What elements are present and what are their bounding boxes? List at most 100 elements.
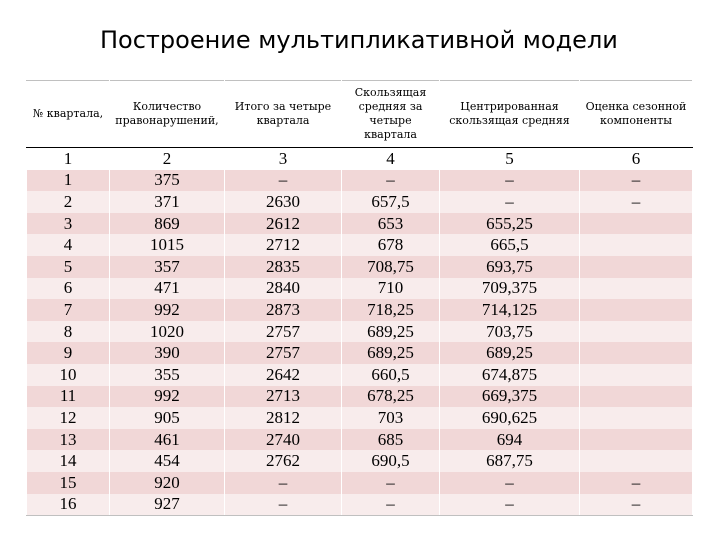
table-cell: 685 xyxy=(341,428,440,451)
table-cell: 4 xyxy=(26,234,110,256)
column-header: Центрированная скользящая средняя xyxy=(439,80,580,148)
table-cell: 10 xyxy=(26,363,110,386)
table-cell: 689,25 xyxy=(341,320,440,343)
table-cell: 2712 xyxy=(224,234,342,256)
table-cell xyxy=(579,385,693,408)
table-cell: – xyxy=(341,471,440,494)
table-cell: 869 xyxy=(109,212,225,235)
table-row: 7 992 2873 718,25 714,125 xyxy=(26,299,693,321)
table-row: 6 471 2840 710 709,375 xyxy=(26,277,693,300)
table-cell: 2713 xyxy=(224,385,342,408)
table-cell: 355 xyxy=(109,363,225,386)
table-body: 1 2 3 4 5 6 1 375– – – –2 371 2630 657,5– –3 869 2612 653… xyxy=(26,147,693,517)
table-cell: 920 xyxy=(109,471,225,494)
column-header: Оценка сезонной компоненты xyxy=(579,80,693,148)
table-cell: 2630 xyxy=(224,191,342,213)
table-cell: 2740 xyxy=(224,428,342,451)
table-cell: 2762 xyxy=(224,450,342,472)
table-cell: 2812 xyxy=(224,407,342,429)
table-cell xyxy=(579,255,693,278)
table-cell: 3 xyxy=(224,147,342,170)
table-row: 16 927– – – – xyxy=(26,493,693,517)
table-cell: 678 xyxy=(341,234,440,256)
table-cell xyxy=(579,212,693,235)
table-cell: 669,375 xyxy=(439,385,580,408)
table-cell: 678,25 xyxy=(341,385,440,408)
table-cell: 15 xyxy=(26,471,110,494)
table-cell: 2757 xyxy=(224,320,342,343)
table-cell: 13 xyxy=(26,428,110,451)
table-cell: 927 xyxy=(109,493,225,517)
table-cell xyxy=(579,428,693,451)
table-cell: 5 xyxy=(26,255,110,278)
table-cell: 992 xyxy=(109,299,225,321)
table-cell: 657,5 xyxy=(341,191,440,213)
table-cell xyxy=(579,320,693,343)
table-cell: 2 xyxy=(26,191,110,213)
table-cell: 690,5 xyxy=(341,450,440,472)
table-row: 11 992 2713 678,25 669,375 xyxy=(26,385,693,408)
table-cell: 714,125 xyxy=(439,299,580,321)
header-row: № квартала, Количество правонарушений, Ито… xyxy=(26,80,693,148)
table-row: 15 920– – – – xyxy=(26,471,693,494)
table-cell: 6 xyxy=(26,277,110,300)
table-row: 1 375– – – – xyxy=(26,169,693,192)
model-table: № квартала, Количество правонарушений, Ито… xyxy=(26,80,693,517)
table-cell: 12 xyxy=(26,407,110,429)
table-cell: 653 xyxy=(341,212,440,235)
table-cell: 2757 xyxy=(224,342,342,364)
table-cell: – xyxy=(439,471,580,494)
table-cell: 1 xyxy=(26,169,110,192)
column-header: Количество правонарушений, xyxy=(109,80,225,148)
table-cell: 1015 xyxy=(109,234,225,256)
table-cell: – xyxy=(579,471,693,494)
table-cell xyxy=(579,407,693,429)
column-header: Скользящая средняя за четыре квартала xyxy=(341,80,440,148)
table-cell: 461 xyxy=(109,428,225,451)
table-row: 13 461 2740 685 694 xyxy=(26,428,693,451)
table-cell: 992 xyxy=(109,385,225,408)
table-cell xyxy=(579,299,693,321)
table-cell xyxy=(579,342,693,364)
table-cell: 7 xyxy=(26,299,110,321)
table-cell: 3 xyxy=(26,212,110,235)
table-cell: 693,75 xyxy=(439,255,580,278)
table-cell: 2 xyxy=(109,147,225,170)
table-cell: 2835 xyxy=(224,255,342,278)
table-cell: 1 xyxy=(26,147,110,170)
table-cell: 665,5 xyxy=(439,234,580,256)
table-cell: 687,75 xyxy=(439,450,580,472)
table-cell: 1020 xyxy=(109,320,225,343)
table-cell xyxy=(579,363,693,386)
table-row: 4 1015 2712 678 665,5 xyxy=(26,234,693,256)
table-row: 5 357 2835 708,75 693,75 xyxy=(26,255,693,278)
table-cell: 6 xyxy=(579,147,693,170)
table-cell: 390 xyxy=(109,342,225,364)
table-row: 14 454 2762 690,5 687,75 xyxy=(26,450,693,472)
table-row: 2 371 2630 657,5– – xyxy=(26,191,693,213)
table-cell: 689,25 xyxy=(439,342,580,364)
table-cell: 674,875 xyxy=(439,363,580,386)
column-header: Итого за четыре квартала xyxy=(224,80,342,148)
table-cell xyxy=(579,450,693,472)
table-cell: 8 xyxy=(26,320,110,343)
table-cell: – xyxy=(579,191,693,213)
table-cell: 709,375 xyxy=(439,277,580,300)
table-cell: – xyxy=(579,493,693,517)
table-cell: 694 xyxy=(439,428,580,451)
table-cell: 905 xyxy=(109,407,225,429)
table-cell: 689,25 xyxy=(341,342,440,364)
table-cell: 660,5 xyxy=(341,363,440,386)
table-row: 10 355 2642 660,5 674,875 xyxy=(26,363,693,386)
table-cell: – xyxy=(341,493,440,517)
table-cell xyxy=(579,277,693,300)
table-cell: 703 xyxy=(341,407,440,429)
table-cell: 471 xyxy=(109,277,225,300)
table-cell: 371 xyxy=(109,191,225,213)
table-cell: – xyxy=(224,493,342,517)
table-cell: 690,625 xyxy=(439,407,580,429)
table-cell xyxy=(579,234,693,256)
table-cell: 375 xyxy=(109,169,225,192)
table-cell: 2612 xyxy=(224,212,342,235)
